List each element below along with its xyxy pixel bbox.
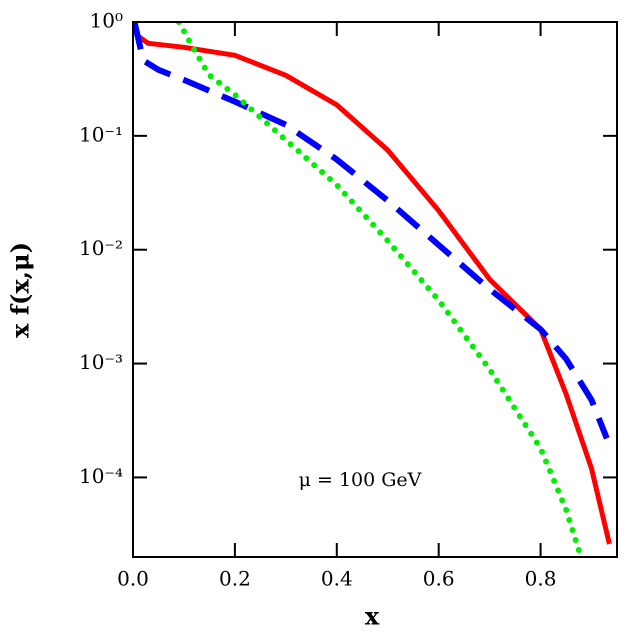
x-tick-label: 0.6 [423,567,455,591]
x-axis-label: x [365,602,380,631]
plot-lines [133,22,612,554]
y-tick-label: 10⁻³ [79,350,123,374]
x-tick-label: 0.2 [219,567,251,591]
y-tick-label: 10⁻² [79,236,123,260]
y-axis-label: x f(x,μ) [6,242,35,338]
y-tick-label: 10⁻⁴ [79,464,123,488]
x-tick-label: 0.4 [321,567,353,591]
annotation: μ = 100 GeV [299,469,422,491]
plot-frame [132,21,618,558]
x-tick-label: 0.8 [525,567,557,591]
series-line [133,22,610,440]
y-tick-label: 10⁻¹ [79,122,123,146]
y-tick-label: 10⁰ [90,9,123,33]
series-line [133,22,612,545]
x-tick-label: 0.0 [117,567,149,591]
